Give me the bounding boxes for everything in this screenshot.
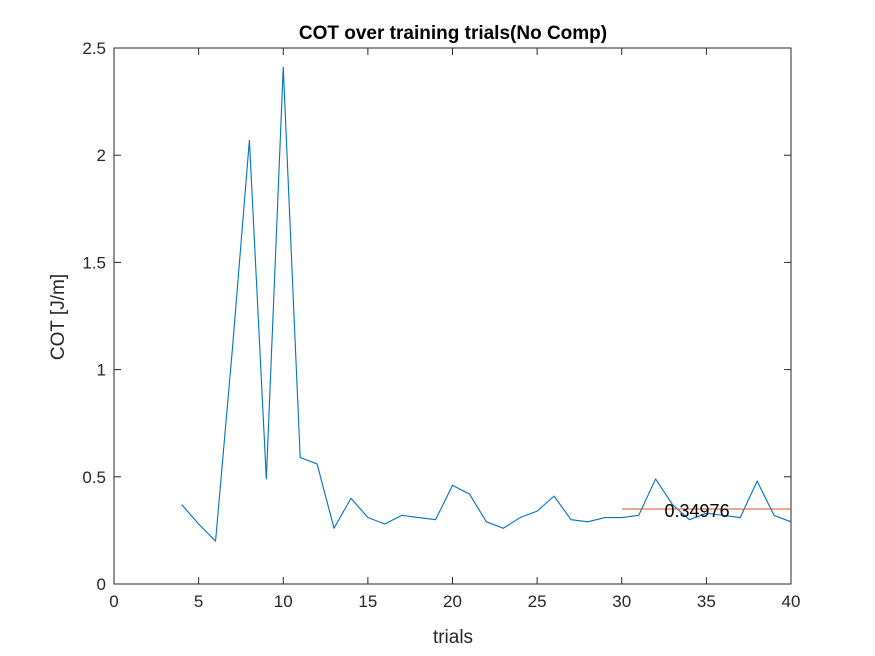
mean-value-annotation: 0.34976	[665, 501, 730, 521]
cot-series-line	[181, 66, 792, 542]
y-tick-label: 2.5	[82, 39, 106, 58]
x-tick-label: 20	[443, 592, 462, 611]
y-tick-label: 1.5	[82, 253, 106, 272]
x-tick-label: 5	[194, 592, 203, 611]
x-tick-label: 10	[274, 592, 293, 611]
y-tick-label: 1	[97, 361, 106, 380]
x-tick-label: 30	[612, 592, 631, 611]
x-tick-label: 35	[697, 592, 716, 611]
x-tick-label: 15	[358, 592, 377, 611]
y-tick-label: 2	[97, 146, 106, 165]
y-tick-label: 0	[97, 575, 106, 594]
x-tick-label: 25	[528, 592, 547, 611]
y-axis-label: COT [J/m]	[48, 274, 69, 360]
y-tick-label: 0.5	[82, 468, 106, 487]
x-tick-label: 0	[109, 592, 118, 611]
chart-title: COT over training trials(No Comp)	[299, 23, 607, 44]
x-tick-label: 40	[782, 592, 801, 611]
x-axis-label: trials	[433, 627, 473, 648]
plot-area: 0 5 10 15 20 25 30 35 40 0 0.5 1 1.5 2 2.5 0.34976	[82, 39, 800, 611]
